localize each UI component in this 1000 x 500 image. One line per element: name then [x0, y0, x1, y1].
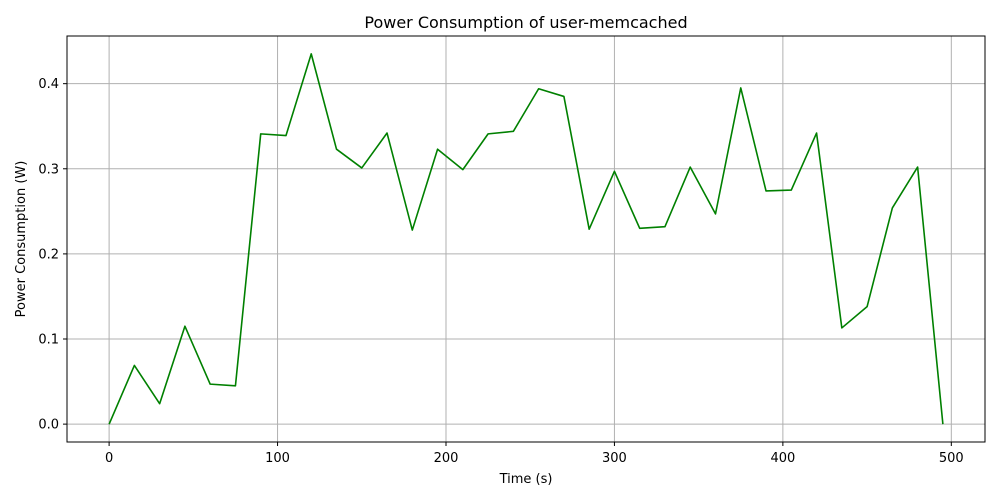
- y-axis-label: Power Consumption (W): [14, 161, 29, 318]
- y-tick-label: 0.1: [38, 333, 59, 348]
- x-tick-label: 200: [434, 451, 459, 466]
- grid: [67, 36, 985, 442]
- y-tick-label: 0.3: [38, 162, 59, 177]
- y-tick-label: 0.0: [38, 418, 59, 433]
- chart-title: Power Consumption of user-memcached: [364, 13, 687, 32]
- x-tick-label: 0: [105, 451, 113, 466]
- y-tick-label: 0.2: [38, 247, 59, 262]
- x-tick-label: 300: [602, 451, 627, 466]
- x-tick-label: 400: [770, 451, 795, 466]
- x-tick-label: 500: [939, 451, 964, 466]
- plot-frame: [66, 35, 986, 443]
- series-layer: [108, 53, 944, 425]
- x-axis-label: Time (s): [499, 472, 553, 487]
- y-tick-label: 0.4: [38, 77, 59, 92]
- series-line: [108, 53, 944, 425]
- x-tick-label: 100: [265, 451, 290, 466]
- ticks: 0 100 200 300 400 500 0.0 0.1 0.2 0.3 0.4: [38, 77, 963, 466]
